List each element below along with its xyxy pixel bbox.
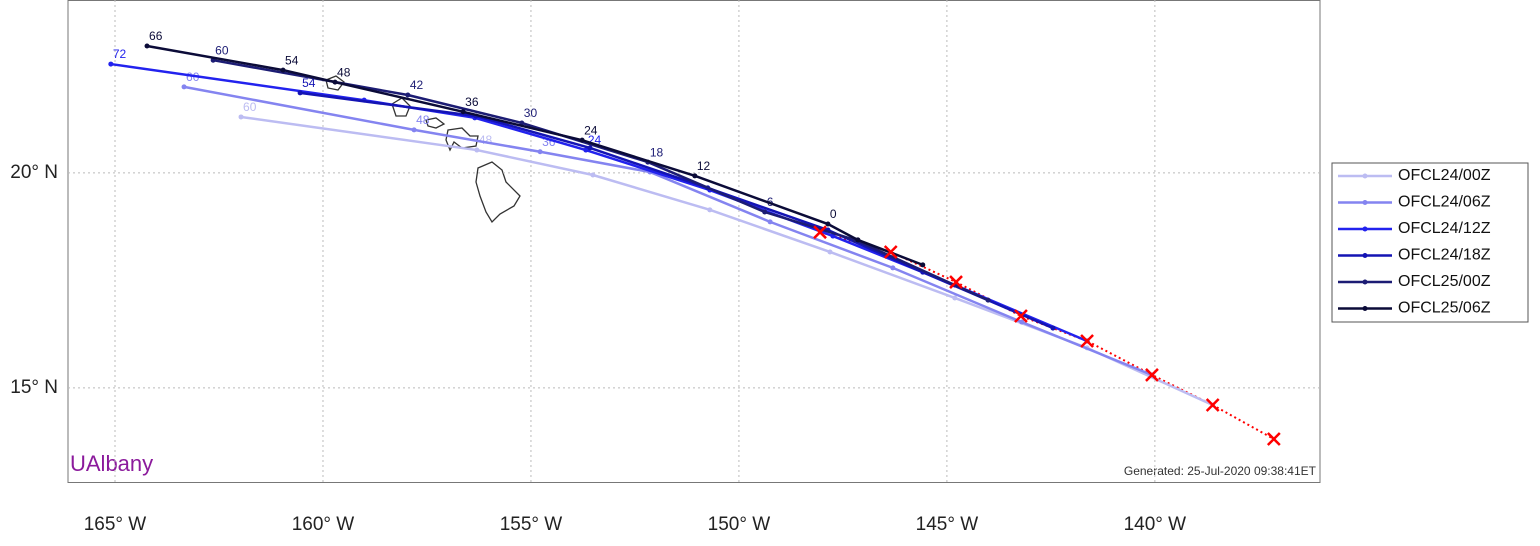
- forecast-track: [183, 85, 1153, 377]
- point-label: 48: [416, 113, 430, 127]
- legend-label: OFCL25/00Z: [1398, 273, 1491, 290]
- observed-point: [1014, 309, 1028, 323]
- x-tick-label: 140° W: [1124, 514, 1187, 535]
- legend-marker: [1362, 253, 1368, 258]
- x-tick-label: 150° W: [708, 514, 771, 535]
- island-hawaii: [475, 161, 521, 224]
- point-label: 36: [465, 95, 479, 109]
- legend-marker: [1362, 226, 1368, 232]
- x-tick-label: 165° W: [84, 514, 147, 535]
- legend-marker: [1362, 306, 1368, 311]
- track-point: [297, 90, 303, 96]
- point-label: 30: [524, 106, 538, 120]
- point-label: 66: [149, 29, 163, 43]
- observed-point: [949, 275, 963, 289]
- track-point: [411, 127, 417, 133]
- island-kauai: [325, 75, 345, 91]
- footer: Generated: 25-Jul-2020 09:38:41ET: [1124, 464, 1317, 478]
- track-point: [952, 295, 958, 301]
- legend-box: [1331, 162, 1529, 323]
- y-tick-label: 20° N: [10, 162, 58, 183]
- track-point: [238, 114, 244, 120]
- legend-label: OFCL24/18Z: [1398, 247, 1491, 264]
- track-point: [181, 84, 187, 90]
- track-point: [460, 109, 466, 115]
- point-label: 60: [215, 43, 229, 57]
- track-point: [587, 145, 593, 151]
- track-point: [280, 67, 286, 73]
- point-label: 54: [285, 53, 299, 67]
- track-point: [474, 147, 480, 153]
- island-oahu: [391, 97, 411, 117]
- island-molokai: [425, 117, 446, 129]
- brand: UAlbany: [70, 451, 153, 476]
- track-point: [825, 221, 831, 227]
- point-label: 60: [243, 100, 257, 114]
- track-point: [762, 209, 768, 215]
- plot-frame: [67, 0, 1321, 483]
- track-point: [890, 265, 896, 271]
- track-point: [830, 233, 836, 239]
- track-point: [767, 219, 773, 225]
- y-tick-label: 15° N: [10, 377, 58, 398]
- track-point: [579, 137, 585, 143]
- legend-label: OFCL24/12Z: [1398, 220, 1491, 237]
- legend-label: OFCL24/06Z: [1398, 194, 1491, 211]
- track-point: [827, 249, 833, 255]
- track-point: [108, 61, 114, 67]
- x-tick-label: 160° W: [292, 514, 355, 535]
- track-point: [537, 149, 543, 155]
- point-label: 54: [302, 76, 316, 90]
- legend-marker: [1362, 279, 1368, 285]
- track-point: [583, 147, 589, 153]
- track-point: [985, 297, 991, 303]
- point-label: 18: [650, 145, 664, 159]
- track-point: [332, 79, 338, 85]
- point-label: 72: [113, 47, 127, 61]
- track-point: [1019, 319, 1025, 325]
- track-point: [1050, 325, 1056, 331]
- point-label: 24: [584, 123, 598, 137]
- observed-point: [813, 225, 827, 240]
- x-tick-label: 145° W: [916, 514, 979, 535]
- track-point: [144, 43, 150, 49]
- track-point: [590, 172, 596, 178]
- observed-point: [1205, 398, 1220, 412]
- legend-marker: [1362, 200, 1368, 205]
- track-point: [707, 207, 713, 213]
- track-point: [855, 237, 861, 243]
- track-point: [692, 173, 698, 179]
- legend-label: OFCL25/06Z: [1398, 300, 1491, 317]
- x-tick-label: 155° W: [500, 514, 563, 535]
- observed-point: [1080, 334, 1094, 348]
- track-point: [920, 262, 926, 268]
- legend-label: OFCL24/00Z: [1398, 167, 1491, 184]
- observed-point: [1266, 432, 1281, 446]
- track-point: [405, 92, 411, 98]
- point-label: 48: [337, 65, 351, 79]
- point-label: 42: [410, 78, 424, 92]
- legend-marker: [1362, 173, 1368, 179]
- point-label: 12: [697, 159, 711, 173]
- observed-point: [883, 245, 898, 259]
- point-label: 0: [830, 207, 837, 221]
- observed-point: [1145, 368, 1159, 382]
